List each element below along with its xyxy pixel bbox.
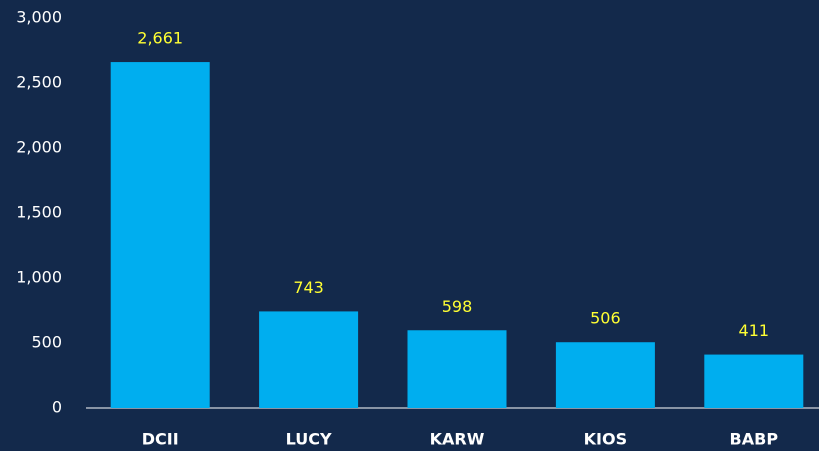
bar xyxy=(110,62,210,408)
bar xyxy=(407,330,507,408)
bar xyxy=(259,311,359,408)
y-tick-label: 3,000 xyxy=(16,8,62,27)
x-tick-label: LUCY xyxy=(286,430,332,449)
x-tick-label: KARW xyxy=(430,430,485,449)
y-tick-label: 0 xyxy=(52,398,62,417)
bar xyxy=(704,354,804,408)
y-tick-label: 2,000 xyxy=(16,138,62,157)
value-label: 743 xyxy=(293,278,324,297)
y-tick-label: 1,500 xyxy=(16,203,62,222)
y-tick-label: 1,000 xyxy=(16,268,62,287)
value-label: 411 xyxy=(739,321,770,340)
x-tick-label: DCII xyxy=(142,430,179,449)
bar xyxy=(555,342,655,408)
y-tick-label: 2,500 xyxy=(16,73,62,92)
x-tick-label: BABP xyxy=(730,430,779,449)
value-label: 506 xyxy=(590,309,621,328)
value-label: 598 xyxy=(442,297,473,316)
value-label: 2,661 xyxy=(137,29,183,48)
y-tick-label: 500 xyxy=(31,333,62,352)
x-tick-label: KIOS xyxy=(584,430,627,449)
